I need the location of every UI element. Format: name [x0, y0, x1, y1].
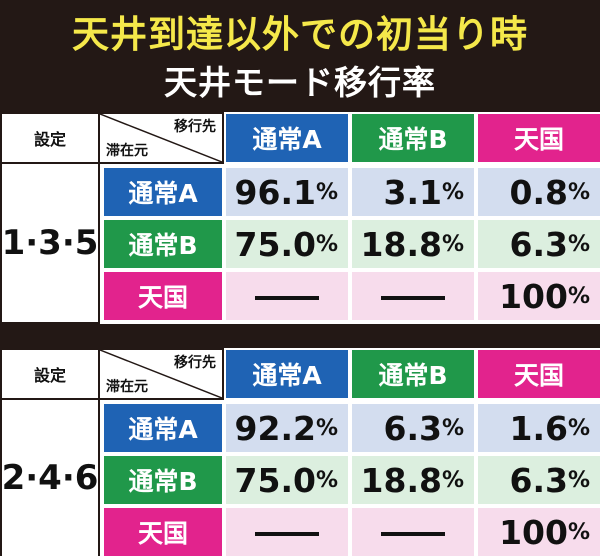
percent-sign: % [567, 519, 590, 545]
value-cell: 96.1% [226, 168, 348, 216]
value-number: 0.8 [509, 172, 568, 212]
col-header-normal-b: 通常B [352, 114, 474, 162]
value-number: 96.1 [234, 172, 316, 212]
value-cell-dash: ―― [226, 272, 348, 320]
corner-to-label: 移行先 [174, 355, 216, 371]
col-header-heaven: 天国 [478, 114, 600, 162]
corner-to-label: 移行先 [174, 119, 216, 135]
value-cell: 0.8% [478, 168, 600, 216]
value-cell: 6.3% [352, 404, 474, 452]
value-cell-dash: ―― [352, 508, 474, 556]
value-number: 1.6 [509, 408, 568, 448]
percent-sign: % [315, 415, 338, 441]
setting-value-cell: 1·3·5 [0, 164, 100, 324]
setting-value: 2·4·6 [1, 458, 99, 498]
col-header-normal-b: 通常B [352, 350, 474, 398]
value-cell: 6.3% [478, 456, 600, 504]
diagonal-line [100, 350, 222, 398]
corner-from-label: 滞在元 [106, 143, 148, 159]
table-separator [0, 324, 600, 348]
percent-sign: % [315, 231, 338, 257]
setting-header-label: 設定 [33, 366, 66, 385]
value-number: 75.0 [234, 224, 316, 264]
value-cell: 92.2% [226, 404, 348, 452]
value-number: 18.8 [360, 224, 442, 264]
row-label-heaven: 天国 [104, 272, 222, 320]
table-setting-2-4-6: 設定 移行先 滞在元 通常A 通常B 天国 2·4·6 通常A 通常B 天国 9… [0, 348, 600, 556]
title-line-1: 天井到達以外での初当り時 [72, 13, 528, 56]
header: 天井到達以外での初当り時 天井モード移行率 [0, 0, 600, 112]
value-cell: 75.0% [226, 456, 348, 504]
value-number: 6.3 [509, 224, 568, 264]
percent-sign: % [441, 467, 464, 493]
row-label-normal-a: 通常A [104, 168, 222, 216]
value-number: 18.8 [360, 460, 442, 500]
value-cell-dash: ―― [352, 272, 474, 320]
value-cell: 3.1% [352, 168, 474, 216]
corner-header-cell: 移行先 滞在元 [98, 112, 224, 164]
setting-value-cell: 2·4·6 [0, 400, 100, 556]
percent-sign: % [441, 415, 464, 441]
setting-header-label: 設定 [33, 130, 66, 149]
percent-sign: % [567, 231, 590, 257]
value-cell: 100% [478, 272, 600, 320]
row-label-normal-a: 通常A [104, 404, 222, 452]
percent-sign: % [567, 179, 590, 205]
setting-value: 1·3·5 [1, 223, 99, 263]
value-cell: 100% [478, 508, 600, 556]
value-number: 3.1 [383, 172, 442, 212]
value-number: 100 [499, 512, 568, 552]
diagonal-line [100, 114, 222, 162]
percent-sign: % [315, 467, 338, 493]
row-label-normal-b: 通常B [104, 220, 222, 268]
value-cell: 18.8% [352, 456, 474, 504]
setting-header-cell: 設定 [0, 348, 100, 400]
col-header-normal-a: 通常A [226, 350, 348, 398]
percent-sign: % [441, 179, 464, 205]
table-setting-1-3-5: 設定 移行先 滞在元 通常A 通常B 天国 1·3·5 通常A 通常B 天国 9… [0, 112, 600, 324]
value-number: 6.3 [509, 460, 568, 500]
value-number: 92.2 [234, 408, 316, 448]
percent-sign: % [315, 179, 338, 205]
row-label-normal-b: 通常B [104, 456, 222, 504]
col-header-normal-a: 通常A [226, 114, 348, 162]
percent-sign: % [567, 415, 590, 441]
setting-header-cell: 設定 [0, 112, 100, 164]
col-header-heaven: 天国 [478, 350, 600, 398]
value-cell: 18.8% [352, 220, 474, 268]
value-number: 6.3 [383, 408, 442, 448]
value-number: 75.0 [234, 460, 316, 500]
value-number: 100 [499, 276, 568, 316]
value-cell: 1.6% [478, 404, 600, 452]
corner-from-label: 滞在元 [106, 379, 148, 395]
value-cell-dash: ―― [226, 508, 348, 556]
percent-sign: % [567, 467, 590, 493]
percent-sign: % [441, 231, 464, 257]
percent-sign: % [567, 283, 590, 309]
row-label-heaven: 天国 [104, 508, 222, 556]
title-line-2: 天井モード移行率 [164, 63, 436, 102]
corner-header-cell: 移行先 滞在元 [98, 348, 224, 400]
value-cell: 6.3% [478, 220, 600, 268]
value-cell: 75.0% [226, 220, 348, 268]
